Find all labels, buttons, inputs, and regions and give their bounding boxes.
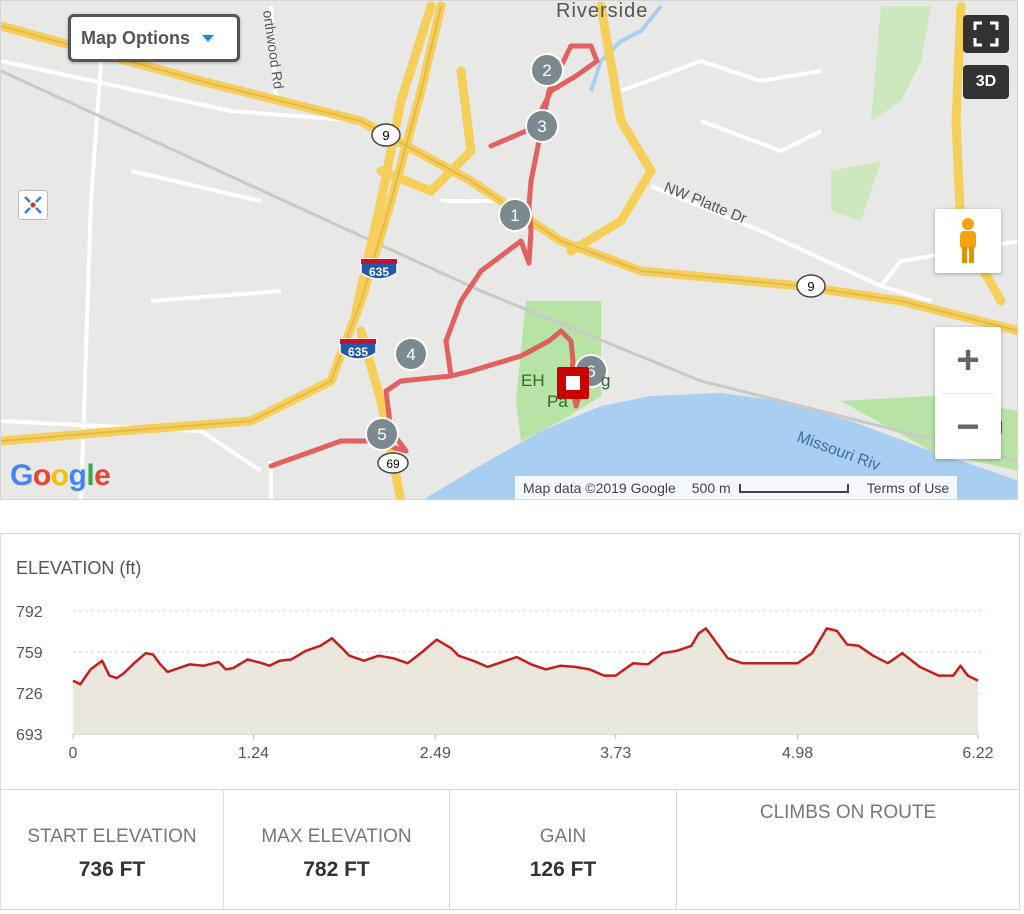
zoom-control: + − <box>935 327 1001 459</box>
y-tick-label: 726 <box>16 686 43 703</box>
gain-value: 126 FT <box>529 858 597 881</box>
max-elevation-label: MAX ELEVATION <box>261 826 412 847</box>
map-footer: Map data ©2019 Google 500 m Terms of Use <box>515 476 958 499</box>
mile-marker-4 <box>394 337 428 371</box>
zoom-in-button[interactable]: + <box>956 337 980 382</box>
climbs-on-route-label: CLIMBS ON ROUTE <box>759 802 937 823</box>
3d-toggle-button[interactable]: 3D <box>963 65 1009 99</box>
x-tick-label: 6.22 <box>962 745 993 762</box>
x-tick-label: 2.49 <box>420 745 451 762</box>
northwood-rd-label: orthwood Rd <box>260 9 287 90</box>
mile-marker-6-label: 6 <box>586 362 595 381</box>
x-tick-label: 3.73 <box>600 745 631 762</box>
google-logo-letter-g2: g <box>68 459 87 492</box>
green-area-mid <box>831 161 881 221</box>
mile-marker-3 <box>525 109 559 143</box>
railroad <box>1 69 1017 463</box>
elevation-line <box>72 627 979 686</box>
svg-text:9: 9 <box>807 279 814 294</box>
x-tick-label: 1.24 <box>238 745 269 762</box>
start-elevation-value: 736 FT <box>78 858 146 881</box>
google-logo-letter-l: l <box>86 459 95 492</box>
gain-label: GAIN <box>539 826 587 847</box>
end-flag-icon <box>557 367 589 399</box>
start-elevation-label: START ELEVATION <box>27 826 197 847</box>
elevation-panel: ELEVATION (ft) 693 726 759 792 0 1.24 2.49 3.73… <box>0 533 1020 789</box>
river-creek <box>589 4 663 92</box>
route9-shield-a: 9 <box>371 123 401 147</box>
i635-shield-b: 635 <box>339 338 377 360</box>
route-line <box>268 43 600 469</box>
chevron-down-icon <box>202 34 214 42</box>
gain-stat: GAIN 126 FT <box>450 790 677 909</box>
green-area-top <box>871 6 931 121</box>
route9-shield-b: 9 <box>796 274 826 298</box>
svg-text:69: 69 <box>386 457 400 471</box>
elevation-area <box>73 628 978 734</box>
svg-text:9: 9 <box>382 128 389 143</box>
google-logo-letter-e: e <box>94 459 111 492</box>
svg-text:635: 635 <box>348 345 368 359</box>
google-logo-letter-g: G <box>10 459 33 492</box>
park-label-bottom: Pa <box>547 392 568 411</box>
zoom-divider <box>942 393 994 394</box>
mile-marker-4-label: 4 <box>406 345 415 364</box>
mile-marker-3-label: 3 <box>537 117 546 136</box>
mile-marker-2 <box>530 53 564 87</box>
google-logo: Google <box>10 459 111 493</box>
riverside-label: Riverside <box>556 1 648 22</box>
terms-of-use-link[interactable]: Terms of Use <box>866 480 950 496</box>
x-tick-label: 0 <box>69 745 78 762</box>
google-logo-letter-o2: o <box>50 459 69 492</box>
svg-text:635: 635 <box>369 265 389 279</box>
x-tick-label: 4.98 <box>782 745 813 762</box>
park-label-left: EH <box>521 371 545 390</box>
map-options-dropdown[interactable]: Map Options <box>68 14 240 62</box>
scale-label: 500 m <box>691 480 731 496</box>
mile-marker-5 <box>365 417 399 451</box>
elevation-title: ELEVATION (ft) <box>16 558 142 578</box>
layers-icon[interactable] <box>18 190 48 220</box>
y-tick-label: 759 <box>16 645 43 662</box>
elevation-chart[interactable]: 693 726 759 792 0 1.24 2.49 3.73 4.98 6.22 <box>1 534 1019 789</box>
fullscreen-icon <box>973 21 999 47</box>
mile-marker-1-label: 1 <box>510 206 519 225</box>
map-canvas: 1 2 3 4 5 6 9 9 <box>1 1 1017 499</box>
route-stats: START ELEVATION 736 FT MAX ELEVATION 782… <box>0 789 1020 910</box>
max-elevation-value: 782 FT <box>303 858 370 881</box>
y-tick-label: 693 <box>16 727 43 744</box>
street-view-pegman[interactable] <box>935 209 1001 273</box>
map-options-label: Map Options <box>81 27 190 48</box>
mile-marker-2-label: 2 <box>542 61 551 80</box>
start-elevation-stat: START ELEVATION 736 FT <box>1 790 224 909</box>
max-elevation-stat: MAX ELEVATION 782 FT <box>224 790 450 909</box>
scale-bar <box>738 483 849 493</box>
mile-marker-1 <box>498 198 532 232</box>
route-map[interactable]: 1 2 3 4 5 6 9 9 <box>0 0 1018 500</box>
mile-marker-5-label: 5 <box>377 425 386 444</box>
route69-shield: 69 <box>377 452 409 474</box>
missouri-river-water <box>424 393 1017 499</box>
pegman-icon <box>960 218 976 263</box>
platte-dr-label: NW Platte Dr <box>662 179 750 228</box>
i635-shield-a: 635 <box>360 258 398 280</box>
map-data-attribution: Map data ©2019 Google <box>523 480 676 496</box>
y-tick-label: 792 <box>16 604 43 621</box>
google-logo-letter-o1: o <box>32 459 51 492</box>
fullscreen-button[interactable] <box>963 15 1009 53</box>
park-label-right: g <box>601 371 610 390</box>
zoom-out-button[interactable]: − <box>956 404 980 449</box>
climbs-on-route-stat: CLIMBS ON ROUTE <box>677 790 1019 909</box>
